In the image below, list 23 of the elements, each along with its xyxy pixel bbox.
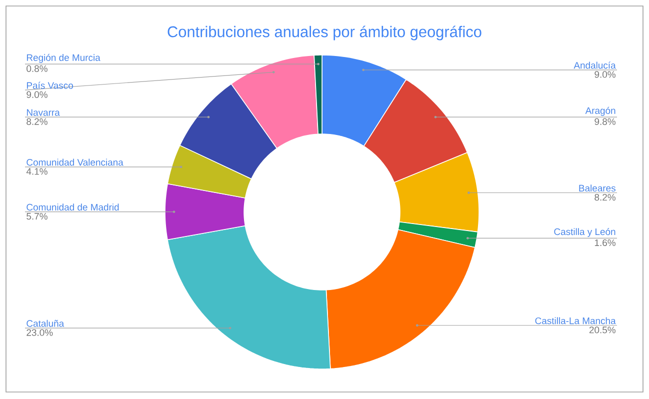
slice-label: Aragón <box>585 106 616 116</box>
data-label: 23.0% <box>26 329 53 336</box>
slice-label: Baleares <box>579 184 616 192</box>
slice-label: Cataluña <box>26 320 64 327</box>
data-label: 4.1% <box>26 168 48 175</box>
data-label: 9.0% <box>594 71 616 78</box>
data-label: 20.5% <box>589 326 616 334</box>
data-label: 0.8% <box>26 65 48 72</box>
slice-label: Región de Murcia <box>26 54 100 63</box>
data-label: 9.0% <box>26 91 48 98</box>
slice-label: País Vasco <box>26 82 73 89</box>
data-label: 1.6% <box>594 239 616 246</box>
slice-label: Castilla y León <box>554 228 616 237</box>
slice-label: Andalucía <box>574 62 616 69</box>
chart-title: Contribuciones anuales por ámbito geográfico <box>168 26 482 40</box>
data-label: 5.7% <box>26 212 48 220</box>
data-label: 8.2% <box>26 118 48 125</box>
slice-label: Navarra <box>26 109 60 116</box>
data-label: 8.2% <box>594 194 616 201</box>
data-label: 9.8% <box>594 118 616 125</box>
slice-label: Comunidad de Madrid <box>26 204 119 211</box>
slice-label: Castilla-La Mancha <box>535 317 616 324</box>
slice-label: Comunidad Valenciana <box>26 158 124 166</box>
